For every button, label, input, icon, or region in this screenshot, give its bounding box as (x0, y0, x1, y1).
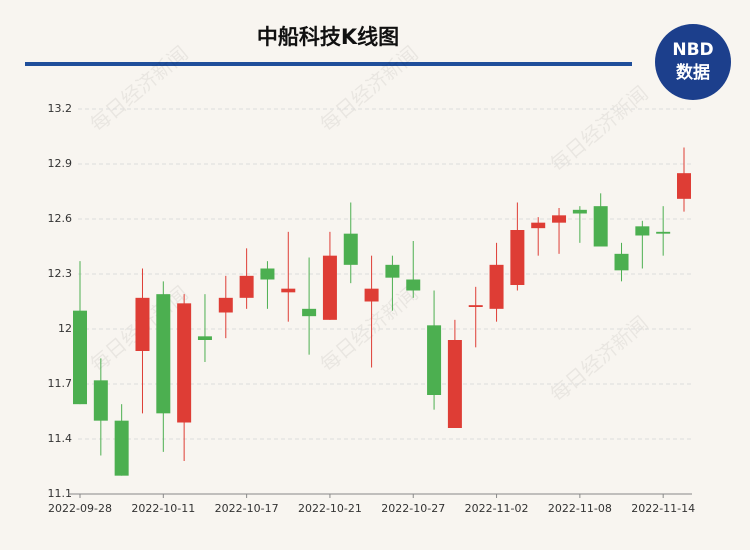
candle-body (447, 340, 462, 428)
y-tick-label: 11.7 (48, 377, 73, 390)
candle-body (677, 173, 691, 199)
candle-body (218, 297, 233, 313)
candle-body (281, 288, 296, 293)
candle-body (73, 310, 87, 405)
x-tick-label: 2022-10-27 (381, 502, 445, 515)
title-rule (25, 62, 632, 66)
y-tick-label: 13.2 (48, 102, 73, 115)
y-tick-label: 12.3 (48, 267, 73, 280)
candle-body (468, 305, 483, 307)
candle-body (510, 230, 525, 285)
x-tick-label: 2022-10-11 (131, 502, 195, 515)
logo-bottom: 数据 (676, 62, 710, 83)
candle-body (385, 264, 400, 278)
candle-body (406, 279, 421, 291)
candle-body (260, 268, 275, 280)
y-tick-label: 11.4 (48, 432, 73, 445)
x-tick-label: 2022-11-02 (465, 502, 529, 515)
candle-body (197, 336, 212, 340)
candle-body (572, 209, 587, 214)
candle-body (302, 308, 317, 317)
logo-top: NBD (672, 40, 713, 60)
y-tick-label: 12.6 (48, 212, 73, 225)
x-tick-label: 2022-10-21 (298, 502, 362, 515)
candle-body (114, 420, 129, 476)
chart-title: 中船科技K线图 (257, 25, 399, 49)
x-tick-label: 2022-11-14 (631, 502, 695, 515)
y-tick-label: 12.9 (48, 157, 73, 170)
candle-body (343, 233, 358, 265)
candle-body (614, 253, 629, 271)
candle-body (135, 297, 150, 351)
candle-body (239, 275, 254, 298)
candle-body (531, 222, 546, 229)
y-tick-label: 11.1 (48, 487, 73, 500)
candle-body (93, 380, 108, 421)
candle-body (656, 231, 671, 234)
candle-body (364, 288, 379, 302)
logo (655, 24, 731, 100)
candle-body (427, 325, 442, 395)
candle-body (177, 303, 192, 423)
candle-body (552, 215, 567, 223)
candle-body (489, 264, 504, 309)
x-tick-label: 2022-11-08 (548, 502, 612, 515)
candle-body (635, 226, 650, 236)
candle-body (322, 255, 337, 320)
candle-body (156, 294, 171, 414)
y-tick-label: 12 (58, 322, 72, 335)
x-tick-label: 2022-09-28 (48, 502, 112, 515)
x-tick-label: 2022-10-17 (215, 502, 279, 515)
candle-body (593, 206, 608, 247)
